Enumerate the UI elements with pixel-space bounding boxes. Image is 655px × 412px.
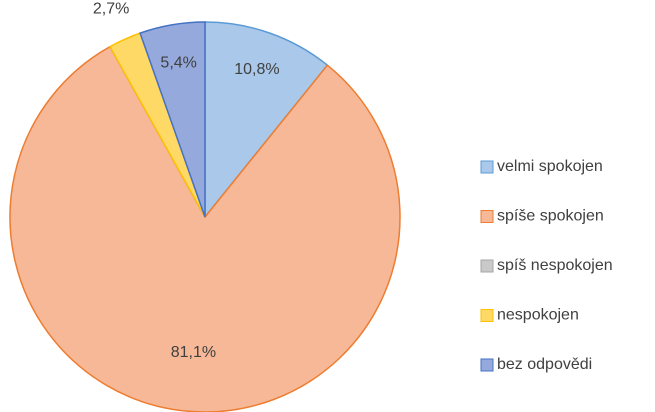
data-label: 2,7% — [93, 0, 129, 17]
legend-label: nespokojen — [497, 307, 579, 324]
legend-swatch — [480, 259, 494, 273]
data-label: 81,1% — [171, 344, 216, 361]
legend-swatch — [480, 160, 494, 174]
legend-swatch — [480, 210, 494, 223]
legend-label: velmi spokojen — [497, 158, 603, 175]
pie-slice — [9, 45, 401, 412]
data-label: 5,4% — [160, 54, 196, 71]
pie-slice — [204, 21, 329, 220]
legend-swatch — [480, 309, 494, 322]
legend-label: spíše spokojen — [497, 208, 604, 225]
pie-slice — [139, 21, 206, 218]
legend-swatch — [480, 358, 494, 372]
legend-label: bez odpovědi — [497, 356, 592, 373]
legend-label: spíš nespokojen — [497, 257, 613, 274]
data-label: 10,8% — [234, 61, 279, 78]
